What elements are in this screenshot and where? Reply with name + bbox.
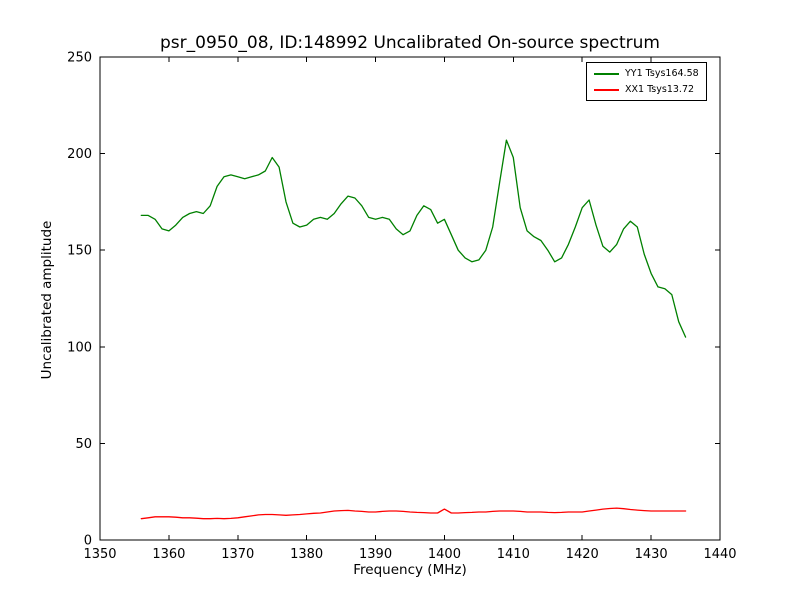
x-tick-label: 1350	[83, 547, 116, 562]
series-line-yy1	[140, 139, 687, 338]
legend-line-sample-yy1	[594, 72, 619, 75]
y-tick-label: 200	[67, 147, 92, 162]
y-tick-label: 250	[67, 51, 92, 66]
legend-label-yy1: YY1 Tsys164.58	[625, 68, 699, 79]
chart-title: psr_0950_08, ID:148992 Uncalibrated On-s…	[159, 33, 660, 53]
axes-frame	[99, 56, 721, 541]
legend-line-sample-xx1	[594, 88, 619, 91]
x-tick-label: 1420	[566, 547, 599, 562]
x-tick-label: 1390	[359, 547, 392, 562]
x-tick-label: 1410	[497, 547, 530, 562]
y-axis-label: Uncalibrated amplitude	[39, 220, 55, 380]
x-tick-label: 1380	[290, 547, 323, 562]
x-tick-label: 1430	[635, 547, 668, 562]
y-tick-label: 150	[67, 244, 92, 259]
legend: YY1 Tsys164.58 XX1 Tsys13.72	[586, 62, 707, 101]
x-tick-label: 1360	[152, 547, 185, 562]
x-tick-label: 1400	[428, 547, 461, 562]
x-tick-label: 1440	[703, 547, 736, 562]
x-axis-label: Frequency (MHz)	[353, 562, 467, 578]
y-tick-label: 50	[75, 437, 92, 452]
series-line-xx1	[140, 507, 687, 520]
legend-item-xx1: XX1 Tsys13.72	[594, 84, 699, 95]
y-tick-label: 100	[67, 340, 92, 355]
x-tick-label: 1370	[221, 547, 254, 562]
y-tick-label: 0	[84, 534, 92, 549]
legend-label-xx1: XX1 Tsys13.72	[625, 84, 695, 95]
legend-item-yy1: YY1 Tsys164.58	[594, 68, 699, 79]
